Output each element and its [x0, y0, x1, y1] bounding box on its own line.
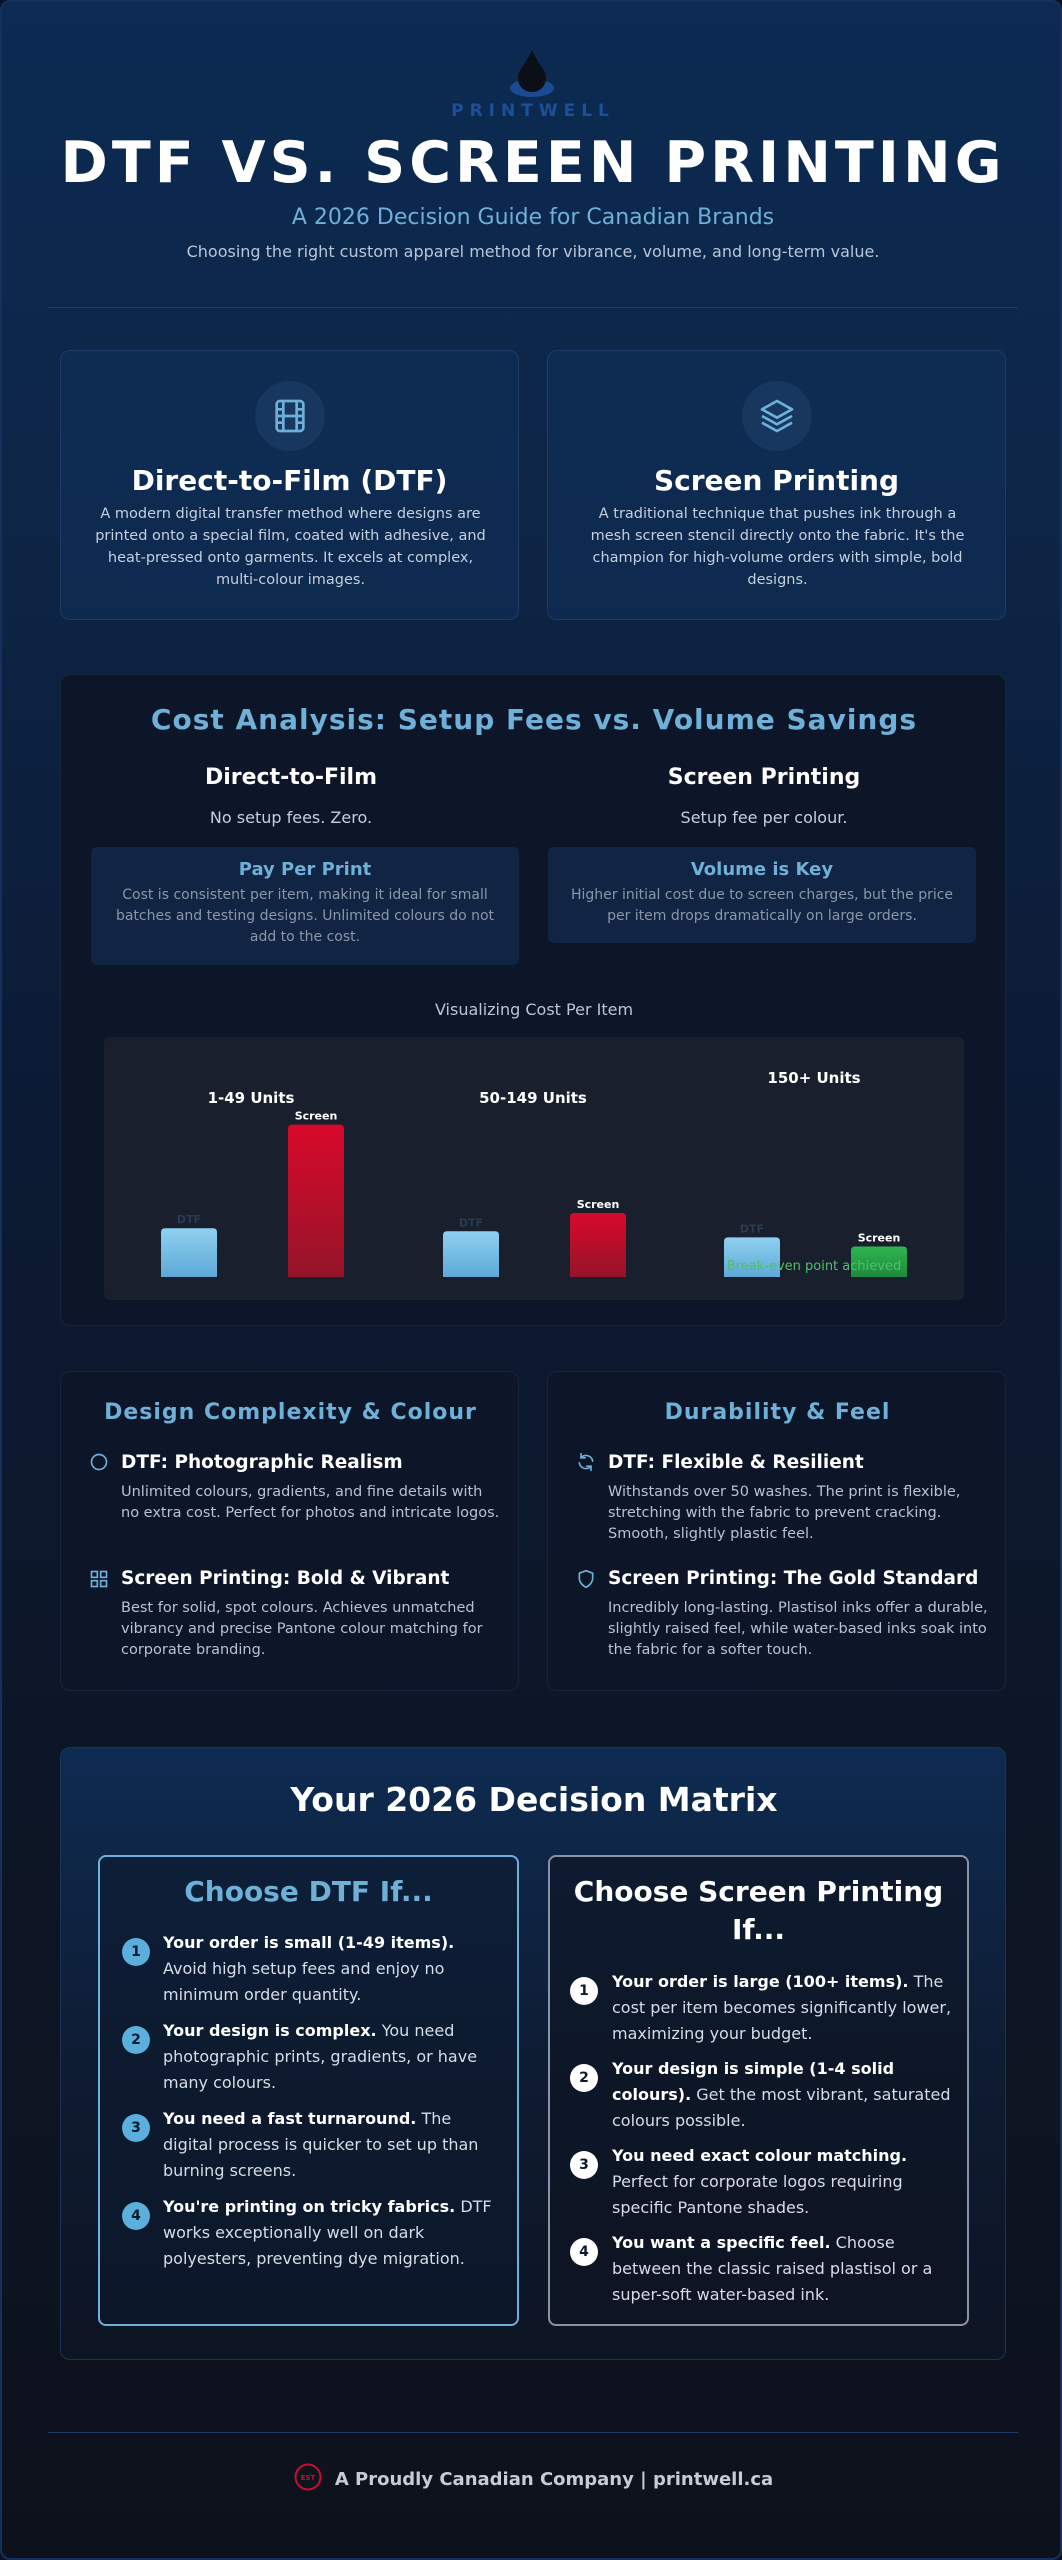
- choose-dtf-card: Choose DTF If... 1 Your order is small (…: [98, 1855, 519, 2326]
- cost-screen-sub: Setup fee per colour.: [680, 808, 848, 827]
- choose-screen-card: Choose Screen Printing If... 1 Your orde…: [548, 1855, 969, 2326]
- dtf-item: Your order is small (1-49 items). Avoid …: [163, 1933, 455, 2004]
- logo-wordmark: PRINTWELL: [451, 101, 615, 121]
- dtf-item-number: 2: [122, 2026, 150, 2054]
- cost-chart: 1-49 Units DTF Screen 50-149 Units DTF Screen…: [104, 1037, 964, 1300]
- film-icon: [255, 381, 325, 451]
- screen-bold-desc: Best for solid, spot colours. Achieves u…: [121, 1600, 483, 1658]
- pay-per-print-text: Cost is consistent per item, making it i…: [115, 887, 495, 945]
- category-label: 50-149 Units: [479, 1089, 587, 1107]
- dtf-bar-label: DTF: [740, 1222, 764, 1235]
- dtf-flexible-title: DTF: Flexible & Resilient: [608, 1452, 864, 1473]
- dtf-bar: [724, 1237, 780, 1277]
- cost-section-title: Cost Analysis: Setup Fees vs. Volume Sav…: [150, 703, 918, 736]
- cost-dtf-title: Direct-to-Film: [204, 765, 378, 790]
- screen-card-desc: A traditional technique that pushes ink …: [590, 506, 965, 588]
- layers-icon: [742, 381, 812, 451]
- volume-is-key-text: Higher initial cost due to screen charge…: [570, 887, 954, 924]
- dtf-card-title: Direct-to-Film (DTF): [131, 464, 448, 497]
- page-title: DTF VS. SCREEN PRINTING: [60, 130, 1006, 196]
- dtf-item: You need a fast turnaround. The digital …: [163, 2109, 479, 2180]
- category-label: 150+ Units: [767, 1069, 860, 1087]
- screen-gold-title: Screen Printing: The Gold Standard: [608, 1568, 979, 1589]
- screen-bar: [851, 1246, 907, 1277]
- chart-caption: Visualizing Cost Per Item: [434, 1000, 634, 1019]
- header-divider: [48, 307, 1018, 308]
- page-subtitle: A 2026 Decision Guide for Canadian Brand…: [291, 205, 775, 230]
- durability-title: Durability & Feel: [664, 1400, 891, 1425]
- cost-analysis-panel: Cost Analysis: Setup Fees vs. Volume Sav…: [60, 674, 1006, 1326]
- dtf-item-number: 3: [122, 2114, 150, 2142]
- screen-gold-desc: Incredibly long-lasting. Plastisol inks …: [608, 1600, 988, 1658]
- durability-panel: Durability & Feel DTF: Flexible & Resili…: [547, 1371, 1006, 1691]
- design-complexity-panel: Design Complexity & Colour DTF: Photogra…: [60, 1371, 519, 1691]
- dtf-bar: [443, 1231, 499, 1277]
- refresh-icon: [576, 1452, 596, 1476]
- dtf-item: You're printing on tricky fabrics. DTF w…: [163, 2197, 492, 2268]
- dtf-item-number: 1: [122, 1938, 150, 1966]
- screen-item: Your design is simple (1-4 solid colours…: [612, 2059, 951, 2130]
- screen-bar-label: Screen: [858, 1232, 901, 1245]
- screen-bar: [288, 1124, 344, 1277]
- volume-is-key-title: Volume is Key: [690, 859, 834, 880]
- choose-dtf-heading: Choose DTF If...: [184, 1875, 433, 1908]
- choose-screen-heading: Choose Screen Printing If...: [573, 1875, 944, 1946]
- screen-item-number: 4: [570, 2238, 598, 2266]
- cost-chart-svg: 1-49 Units DTF Screen 50-149 Units DTF Screen…: [161, 1069, 907, 1277]
- dtf-realism-title: DTF: Photographic Realism: [121, 1452, 403, 1473]
- dtf-bar-label: DTF: [459, 1216, 483, 1229]
- breakeven-note: Break-even point achieved: [726, 1259, 902, 1274]
- screen-bar-label: Screen: [295, 1110, 338, 1123]
- dtf-card-desc: A modern digital transfer method where d…: [95, 506, 486, 588]
- shield-icon: [576, 1569, 596, 1593]
- decision-matrix-panel: Your 2026 Decision Matrix Choose DTF If.…: [60, 1747, 1006, 2360]
- screen-bar: [570, 1213, 626, 1277]
- decision-matrix-title: Your 2026 Decision Matrix: [290, 1780, 778, 1819]
- footer-divider: [48, 2432, 1018, 2433]
- cost-screen-title: Screen Printing: [667, 765, 861, 790]
- printwell-logo: PRINTWELL: [428, 46, 638, 121]
- screen-card-title: Screen Printing: [653, 464, 900, 497]
- dtf-item: Your design is complex. You need photogr…: [163, 2021, 478, 2092]
- footer: EST A Proudly Canadian Company | printwe…: [2, 2462, 1060, 2496]
- dtf-bar-label: DTF: [177, 1213, 201, 1226]
- dtf-realism-desc: Unlimited colours, gradients, and fine d…: [121, 1484, 500, 1521]
- volume-is-key-box: Volume is Key Higher initial cost due to…: [548, 847, 976, 943]
- screen-method-card: Screen Printing A traditional technique …: [547, 350, 1006, 620]
- dtf-item-number: 4: [122, 2202, 150, 2230]
- screen-item: You need exact colour matching. Perfect …: [612, 2146, 908, 2217]
- dtf-method-card: Direct-to-Film (DTF) A modern digital tr…: [60, 350, 519, 620]
- pay-per-print-title: Pay Per Print: [238, 859, 372, 880]
- pay-per-print-box: Pay Per Print Cost is consistent per ite…: [91, 847, 519, 965]
- screen-bold-title: Screen Printing: Bold & Vibrant: [121, 1568, 450, 1589]
- screen-item: You want a specific feel. Choose between…: [612, 2233, 933, 2304]
- screen-item-number: 3: [570, 2151, 598, 2179]
- footer-text: A Proudly Canadian Company | printwell.c…: [334, 2468, 774, 2490]
- design-complexity-title: Design Complexity & Colour: [104, 1400, 477, 1425]
- category-label: 1-49 Units: [208, 1089, 295, 1107]
- dtf-bar: [161, 1228, 217, 1277]
- dtf-flexible-desc: Withstands over 50 washes. The print is …: [608, 1484, 961, 1542]
- screen-item-number: 1: [570, 1977, 598, 2005]
- circle-icon: [89, 1452, 109, 1476]
- maple-badge-icon: EST: [293, 2462, 323, 2496]
- screen-item-number: 2: [570, 2064, 598, 2092]
- grid-icon: [89, 1569, 109, 1593]
- screen-bar-label: Screen: [577, 1198, 620, 1211]
- svg-text:EST: EST: [301, 2474, 316, 2482]
- screen-item: Your order is large (100+ items). The co…: [612, 1972, 952, 2043]
- page-tagline: Choosing the right custom apparel method…: [186, 242, 880, 261]
- cost-dtf-sub: No setup fees. Zero.: [209, 808, 373, 827]
